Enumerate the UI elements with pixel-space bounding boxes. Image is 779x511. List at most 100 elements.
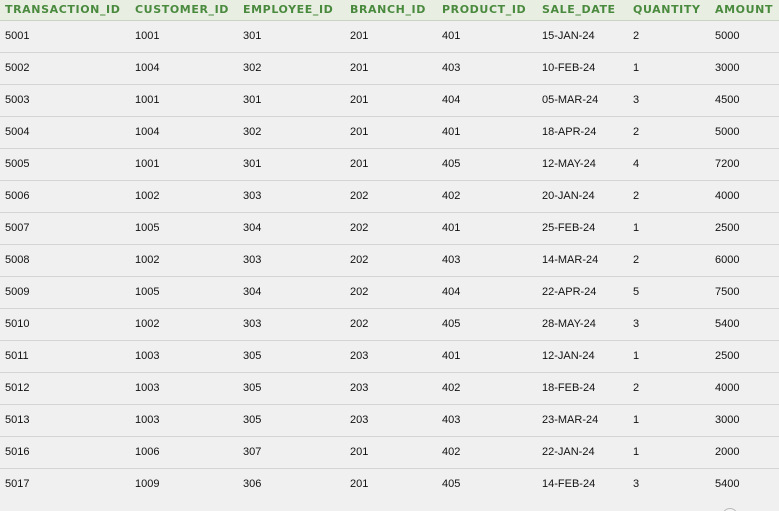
cell-amount: 2000 <box>715 446 740 458</box>
cell-quantity: 2 <box>633 30 640 42</box>
cell-branch-id: 201 <box>350 478 369 490</box>
cell-amount: 3000 <box>715 414 740 426</box>
cell-transaction-id: 5008 <box>5 254 30 266</box>
cell-transaction-id: 5007 <box>5 222 30 234</box>
cell-employee-id: 304 <box>243 286 262 298</box>
cell-branch-id: 201 <box>350 30 369 42</box>
table-row[interactable]: 5004 1004 302 201 401 18-APR-24 2 5000 <box>0 116 779 148</box>
table-row[interactable]: 5001 1001 301 201 401 15-JAN-24 2 5000 <box>0 20 779 52</box>
column-header-quantity[interactable]: QUANTITY <box>628 0 710 21</box>
cell-customer-id: 1005 <box>135 286 160 298</box>
cell-amount: 5000 <box>715 30 740 42</box>
cell-transaction-id: 5005 <box>5 158 30 170</box>
cell-branch-id: 201 <box>350 62 369 74</box>
table-row[interactable]: 5009 1005 304 202 404 22-APR-24 5 7500 <box>0 276 779 308</box>
cell-product-id: 405 <box>442 158 461 170</box>
cell-amount: 5400 <box>715 318 740 330</box>
cell-product-id: 401 <box>442 350 461 362</box>
cell-branch-id: 203 <box>350 350 369 362</box>
cell-transaction-id: 5009 <box>5 286 30 298</box>
cell-amount: 2500 <box>715 350 740 362</box>
column-header-sale-date[interactable]: SALE_DATE <box>537 0 628 21</box>
cell-quantity: 4 <box>633 158 640 170</box>
column-header-transaction-id[interactable]: TRANSACTION_ID <box>0 0 130 21</box>
cell-transaction-id: 5013 <box>5 414 30 426</box>
cell-branch-id: 202 <box>350 318 369 330</box>
cell-amount: 6000 <box>715 254 740 266</box>
cell-amount: 2500 <box>715 222 740 234</box>
cell-branch-id: 202 <box>350 286 369 298</box>
cell-customer-id: 1006 <box>135 446 160 458</box>
cell-quantity: 5 <box>633 286 640 298</box>
cell-branch-id: 202 <box>350 190 369 202</box>
cell-sale-date: 18-FEB-24 <box>542 382 596 394</box>
cell-product-id: 405 <box>442 478 461 490</box>
column-header-product-id[interactable]: PRODUCT_ID <box>437 0 537 21</box>
table-row[interactable]: 5012 1003 305 203 402 18-FEB-24 2 4000 <box>0 372 779 404</box>
cell-customer-id: 1001 <box>135 94 160 106</box>
table-row[interactable]: 5010 1002 303 202 405 28-MAY-24 3 5400 <box>0 308 779 340</box>
cell-employee-id: 305 <box>243 350 262 362</box>
table-row[interactable]: 5016 1006 307 201 402 22-JAN-24 1 2000 <box>0 436 779 468</box>
cell-amount: 4000 <box>715 382 740 394</box>
cell-branch-id: 203 <box>350 382 369 394</box>
cell-employee-id: 303 <box>243 254 262 266</box>
cell-amount: 3000 <box>715 62 740 74</box>
cell-product-id: 401 <box>442 126 461 138</box>
table-row[interactable]: 5002 1004 302 201 403 10-FEB-24 1 3000 <box>0 52 779 84</box>
cell-transaction-id: 5011 <box>5 350 29 362</box>
cell-branch-id: 201 <box>350 446 369 458</box>
cell-product-id: 403 <box>442 414 461 426</box>
cell-customer-id: 1009 <box>135 478 160 490</box>
cell-product-id: 405 <box>442 318 461 330</box>
cell-branch-id: 201 <box>350 158 369 170</box>
table-body: 5001 1001 301 201 401 15-JAN-24 2 5000 5002 1004 3… <box>0 20 779 500</box>
cell-quantity: 1 <box>633 62 640 74</box>
cell-employee-id: 305 <box>243 382 262 394</box>
table-row[interactable]: 5008 1002 303 202 403 14-MAR-24 2 6000 <box>0 244 779 276</box>
cell-product-id: 403 <box>442 62 461 74</box>
cell-amount: 5400 <box>715 478 740 490</box>
cell-transaction-id: 5006 <box>5 190 30 202</box>
column-header-employee-id[interactable]: EMPLOYEE_ID <box>238 0 345 21</box>
cell-quantity: 1 <box>633 222 640 234</box>
cell-sale-date: 14-MAR-24 <box>542 254 599 266</box>
cell-sale-date: 12-JAN-24 <box>542 350 595 362</box>
cell-customer-id: 1002 <box>135 318 160 330</box>
cell-quantity: 3 <box>633 318 640 330</box>
cell-product-id: 402 <box>442 190 461 202</box>
cell-customer-id: 1001 <box>135 30 160 42</box>
column-header-branch-id[interactable]: BRANCH_ID <box>345 0 437 21</box>
header-row: TRANSACTION_ID CUSTOMER_ID EMPLOYEE_ID BRAN… <box>0 0 779 21</box>
cell-sale-date: 20-JAN-24 <box>542 190 595 202</box>
cell-customer-id: 1004 <box>135 126 160 138</box>
cell-employee-id: 302 <box>243 62 262 74</box>
table-row[interactable]: 5011 1003 305 203 401 12-JAN-24 1 2500 <box>0 340 779 372</box>
cell-branch-id: 202 <box>350 254 369 266</box>
cell-quantity: 3 <box>633 478 640 490</box>
cell-employee-id: 301 <box>243 94 262 106</box>
cell-sale-date: 05-MAR-24 <box>542 94 599 106</box>
cell-branch-id: 201 <box>350 126 369 138</box>
cell-product-id: 401 <box>442 30 461 42</box>
column-header-amount[interactable]: AMOUNT <box>710 0 779 21</box>
cell-amount: 7200 <box>715 158 740 170</box>
cell-sale-date: 18-APR-24 <box>542 126 597 138</box>
table-row[interactable]: 5005 1001 301 201 405 12-MAY-24 4 7200 <box>0 148 779 180</box>
cell-product-id: 402 <box>442 446 461 458</box>
cell-customer-id: 1003 <box>135 414 160 426</box>
cell-sale-date: 15-JAN-24 <box>542 30 595 42</box>
column-header-customer-id[interactable]: CUSTOMER_ID <box>130 0 238 21</box>
table-row[interactable]: 5006 1002 303 202 402 20-JAN-24 2 4000 <box>0 180 779 212</box>
table-row[interactable]: 5003 1001 301 201 404 05-MAR-24 3 4500 <box>0 84 779 116</box>
table-row[interactable]: 5017 1009 306 201 405 14-FEB-24 3 5400 <box>0 468 779 500</box>
table-row[interactable]: 5013 1003 305 203 403 23-MAR-24 1 3000 <box>0 404 779 436</box>
cell-transaction-id: 5004 <box>5 126 30 138</box>
cell-customer-id: 1002 <box>135 190 160 202</box>
cell-sale-date: 23-MAR-24 <box>542 414 599 426</box>
table-row[interactable]: 5007 1005 304 202 401 25-FEB-24 1 2500 <box>0 212 779 244</box>
cell-sale-date: 22-JAN-24 <box>542 446 595 458</box>
cell-customer-id: 1005 <box>135 222 160 234</box>
cell-customer-id: 1003 <box>135 350 160 362</box>
